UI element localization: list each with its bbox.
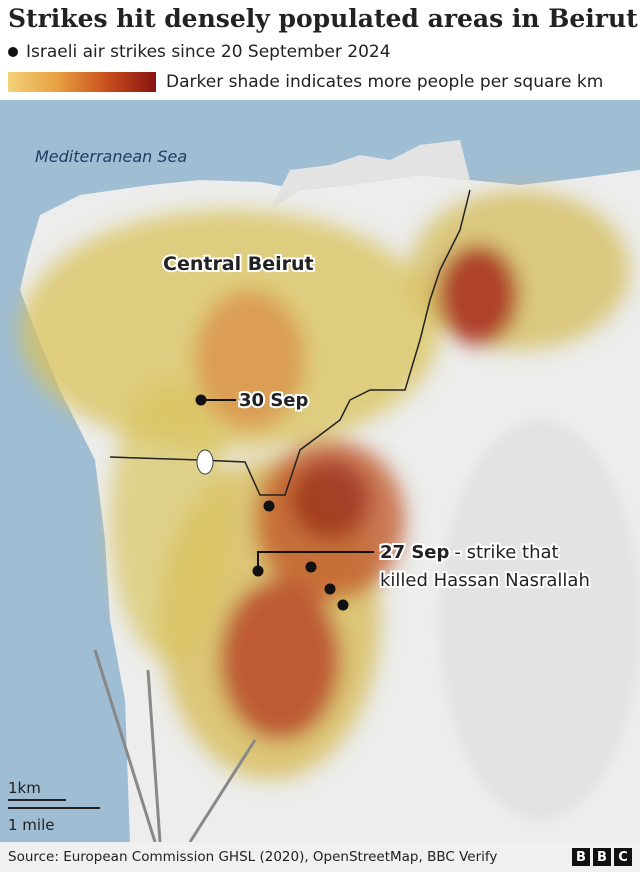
leader-line [257,551,374,571]
strike [324,583,336,595]
density-mid [195,290,305,430]
map: Mediterranean Sea Central Beirut 30 Sep … [0,100,640,842]
landmark [196,449,214,475]
legend-strikes: Israeli air strikes since 20 September 2… [8,42,391,62]
logo-letter: C [614,848,632,866]
scale-label: 1 mile [8,816,55,834]
title: Strikes hit densely populated areas in B… [8,4,638,33]
boundary [109,189,471,496]
sea-label: Mediterranean Sea [35,147,187,166]
breakwaters [93,649,257,842]
density-high [438,245,518,345]
relief [440,420,640,820]
density [20,190,630,780]
hills [440,420,640,820]
pier [188,739,257,842]
source: Source: European Commission GHSL (2020),… [8,849,498,865]
density-low [410,190,630,350]
scale-label: 1km [8,779,41,797]
legend-density: Darker shade indicates more people per s… [8,72,603,92]
density-high [220,580,340,740]
annotation-text: - strike that [454,542,558,563]
strike [305,561,317,573]
area-label: Central Beirut [163,253,314,275]
annotation-date: 27 Sep [380,542,449,563]
logo: B B C [572,848,632,866]
footer: Source: European Commission GHSL (2020),… [0,842,640,872]
annotation: 27 Sep - strike that [380,542,559,563]
logo-letter: B [593,848,611,866]
legend-text: Israeli air strikes since 20 September 2… [26,42,391,62]
pier [146,669,162,842]
density-max [290,460,370,540]
legend-dot [8,47,18,57]
strike [337,599,349,611]
density-low [110,380,230,660]
legend-text: Darker shade indicates more people per s… [166,72,604,92]
annotation-text: killed Hassan Nasrallah [380,570,590,591]
port [270,140,470,210]
legend-ramp [8,72,156,92]
logo-letter: B [572,848,590,866]
pier [93,649,157,842]
annotation-date: 30 Sep [239,390,308,411]
strike [263,500,275,512]
